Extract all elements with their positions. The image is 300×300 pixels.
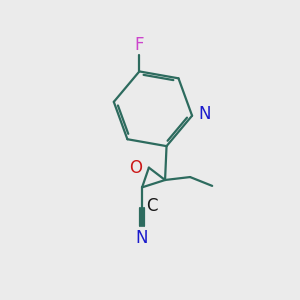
Text: N: N [198, 105, 211, 123]
Text: O: O [129, 159, 142, 177]
Text: C: C [146, 197, 158, 215]
Text: N: N [136, 229, 148, 247]
Text: F: F [135, 36, 144, 54]
